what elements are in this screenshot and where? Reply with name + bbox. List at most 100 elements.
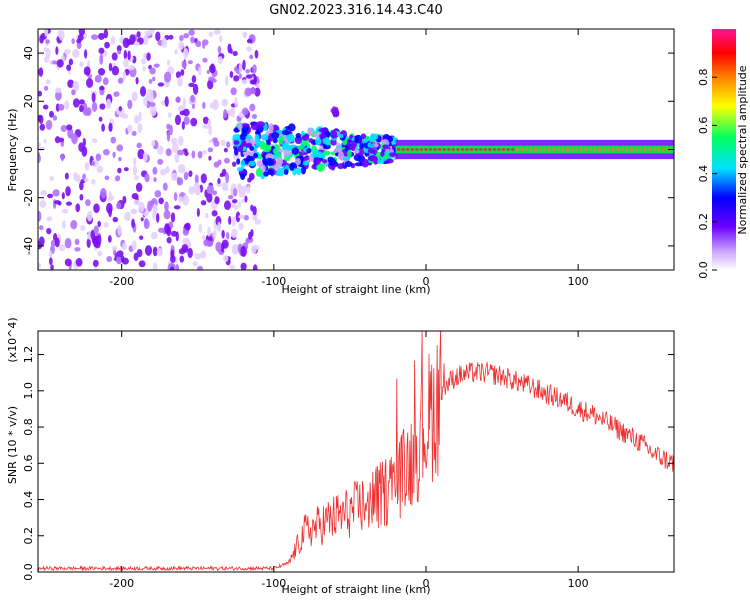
spectrogram-speckle	[116, 45, 122, 53]
spectrogram-speckle	[49, 60, 53, 65]
spectrogram-carrier-peak	[419, 148, 424, 151]
spectrogram-speckle	[64, 172, 69, 180]
spectrogram-speckle	[121, 257, 129, 265]
spectrogram-speckle	[193, 182, 200, 191]
spectrogram-speckle	[79, 61, 84, 67]
spectrogram-speckle	[139, 235, 144, 240]
spectrogram-band-cell	[337, 163, 345, 170]
spectrogram-speckle	[131, 130, 137, 137]
spectrogram-speckle	[106, 256, 113, 263]
spectrogram-speckle	[72, 98, 80, 108]
spectrogram-band-cell	[322, 144, 331, 150]
spectrogram-carrier-peak	[561, 148, 565, 151]
spectrogram-carrier-peak	[460, 148, 465, 151]
spectrogram-speckle	[168, 34, 174, 40]
spectrogram-speckle	[167, 112, 172, 118]
spectrogram-speckle	[246, 185, 251, 194]
spectrogram-speckle	[79, 193, 84, 201]
spectrogram-speckle	[229, 264, 235, 270]
spectrogram-speckle	[250, 229, 254, 238]
spectrogram-speckle	[122, 70, 127, 81]
spectrogram-speckle	[61, 220, 67, 229]
spectrogram-speckle	[174, 114, 181, 126]
spectrogram-carrier-peak	[529, 148, 533, 151]
spectrogram-band-cell	[315, 137, 322, 146]
spectrogram-band-cell	[359, 142, 364, 150]
spectrogram-carrier-peak	[483, 148, 487, 151]
spectrogram-speckle	[94, 241, 101, 249]
spectrogram-x-axis-label: Height of straight line (km)	[281, 283, 430, 296]
spectrogram-carrier-peak	[438, 148, 442, 151]
spectrogram-speckle	[70, 219, 78, 230]
spectrogram-carrier-peak	[442, 148, 446, 151]
spectrogram-speckle	[49, 257, 53, 266]
spectrogram-speckle	[135, 77, 139, 85]
spectrogram-speckle	[146, 88, 154, 100]
spectrogram-speckle	[178, 196, 183, 203]
spectrogram-speckle	[200, 250, 207, 259]
spectrogram-speckle	[217, 221, 221, 231]
spectrogram-speckle	[55, 90, 62, 101]
snr-y-axis-label: SNR (10 * v/v)	[6, 406, 19, 484]
spectrogram-speckle	[43, 85, 49, 91]
spectrogram-band-cell	[249, 146, 255, 151]
spectrogram-speckle	[197, 150, 203, 159]
spectrogram-carrier-peak	[497, 148, 501, 151]
spectrogram-speckle	[202, 101, 206, 109]
spectrogram-speckle	[99, 86, 105, 91]
spectrogram-speckle	[218, 35, 223, 43]
spectrogram-speckle	[38, 146, 46, 152]
spectrogram-speckle	[240, 262, 247, 270]
spectrogram-speckle	[191, 103, 195, 109]
spectrogram-speckle	[96, 165, 104, 173]
colorbar: 0.0 0.2 0.4 0.6 0.8 Normalized spectral ampl…	[697, 29, 749, 279]
spectrogram-speckle	[251, 244, 257, 255]
spectrogram-speckle	[206, 184, 214, 195]
snr-x-axis-label: Height of straight line (km)	[281, 583, 430, 596]
spectrogram-speckle	[152, 262, 158, 270]
spectrogram-speckle	[58, 137, 65, 143]
spectrogram-speckle	[251, 114, 258, 120]
spectrogram-speckle	[234, 97, 238, 108]
spectrogram-carrier-peak	[611, 148, 615, 151]
spectrogram-speckle	[133, 199, 141, 205]
y-tick-label: 0.4	[22, 491, 35, 509]
spectrogram-band-cell	[314, 148, 319, 155]
spectrogram-speckle	[211, 210, 218, 217]
spectrogram-speckle	[202, 41, 206, 49]
spectrogram-speckle	[64, 100, 70, 110]
spectrogram-speckle	[56, 59, 64, 68]
spectrogram-speckle	[75, 257, 83, 267]
spectrogram-band-cell	[260, 133, 269, 141]
spectrogram-speckle	[153, 177, 157, 183]
spectrogram-speckle	[116, 144, 124, 152]
spectrogram-speckle	[157, 227, 165, 233]
spectrogram-speckle	[133, 41, 140, 46]
spectrogram-band-cell	[248, 160, 257, 167]
spectrogram-speckle	[207, 147, 214, 153]
spectrogram-carrier-peak	[565, 148, 570, 151]
spectrogram-speckle	[65, 201, 73, 206]
spectrogram-speckle	[45, 119, 53, 130]
spectrogram-speckle	[86, 77, 94, 88]
spectrogram-speckle	[192, 83, 199, 95]
figure-title: GN02.2023.316.14.43.C40	[269, 3, 443, 18]
spectrogram-speckle	[179, 34, 184, 42]
spectrogram-band-cell	[354, 162, 364, 167]
spectrogram-speckle	[97, 250, 103, 257]
spectrogram-carrier-peak	[657, 148, 661, 151]
spectrogram-speckle	[98, 116, 103, 122]
spectrogram-speckle	[66, 64, 72, 71]
spectrogram-speckle	[231, 161, 237, 167]
spectrogram-speckle	[136, 142, 142, 149]
spectrogram-speckle	[210, 63, 215, 71]
spectrogram-band-cell	[256, 121, 265, 128]
spectrogram-band-cell	[283, 168, 289, 176]
spectrogram-speckle	[143, 96, 147, 106]
spectrogram-speckle	[158, 197, 164, 205]
spectrogram-speckle	[164, 71, 172, 83]
y-tick-label: -20	[22, 189, 35, 207]
spectrogram-band-cell	[301, 140, 309, 146]
spectrogram-carrier-peak	[447, 148, 451, 151]
